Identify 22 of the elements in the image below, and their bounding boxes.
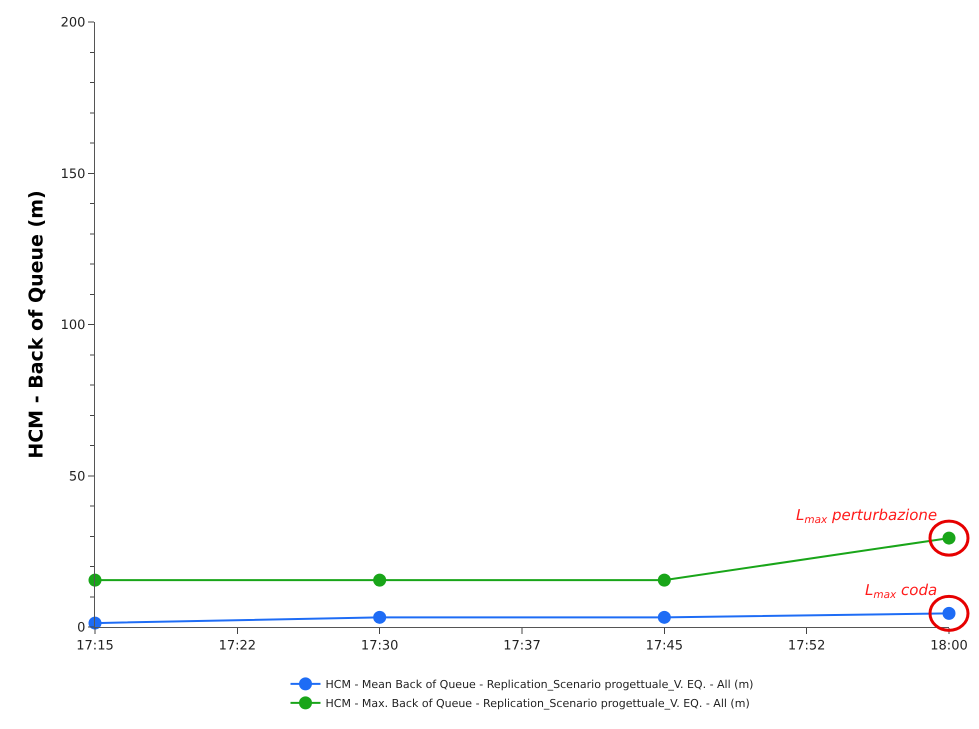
point [373,610,386,624]
x-tick-label: 17:37 [503,638,541,654]
y-tick-label: 50 [68,469,86,484]
legend-label: HCM - Max. Back of Queue - Replication_Scenario progettuale_V. EQ. - All (m) [326,697,750,710]
annotation: L$_{max}$ perturbazione [796,506,938,526]
x-tick-label: 17:22 [218,638,256,654]
y-tick-label: 200 [60,16,86,31]
point [88,574,102,587]
y-tick-label: 150 [60,166,86,182]
annotation: L$_{max}$ coda [865,581,938,602]
legend-label: HCM - Mean Back of Queue - Replication_Scenario progettuale_V. EQ. - All (m) [326,678,754,692]
y-axis-title: HCM - Back of Queue (m) [25,190,48,459]
x-tick-label: 18:00 [930,638,968,654]
point [658,574,671,587]
x-tick-label: 17:15 [76,638,114,654]
x-tick-label: 17:52 [788,638,826,654]
x-tick-label: 17:30 [360,638,398,654]
x-tick-label: 17:45 [646,638,684,654]
point [658,610,671,624]
y-tick-label: 0 [77,620,86,636]
point [373,574,386,587]
y-tick-label: 100 [60,318,86,334]
